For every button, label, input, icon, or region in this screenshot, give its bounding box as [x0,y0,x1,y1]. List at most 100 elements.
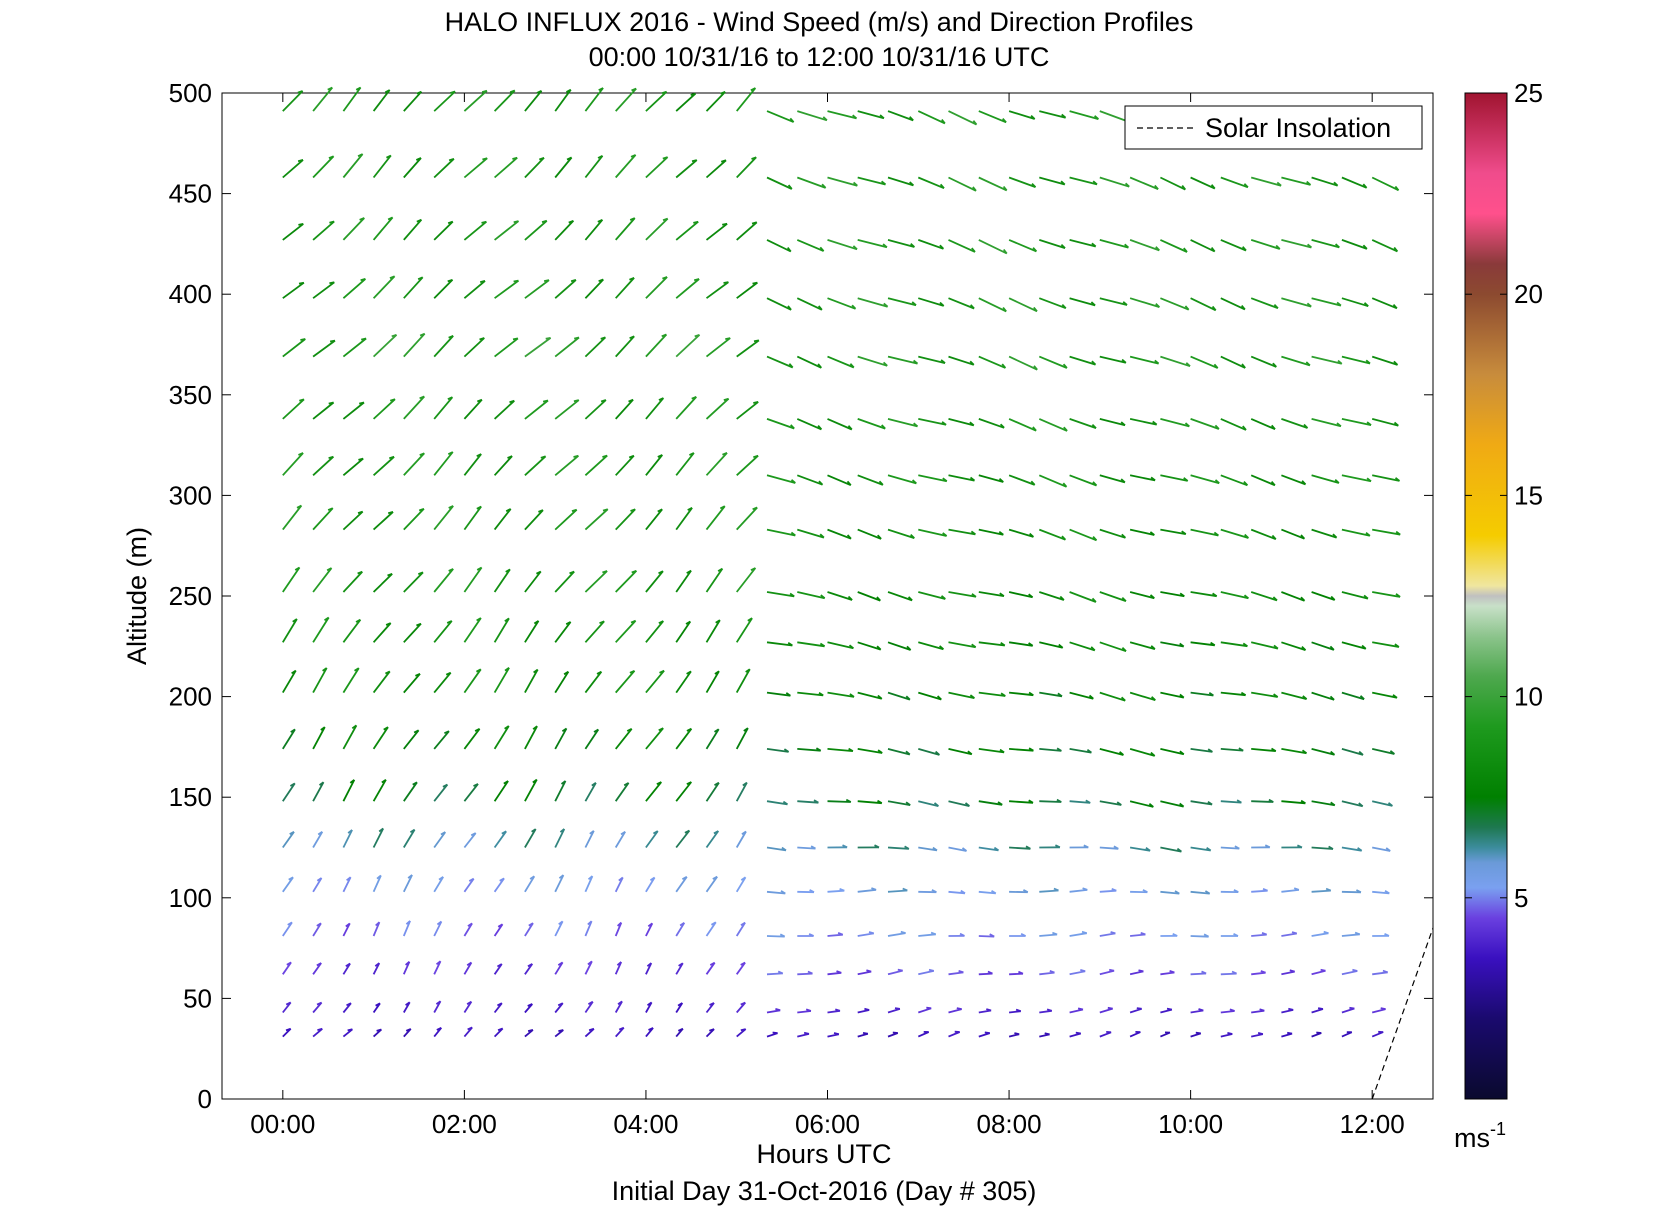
wind-arrow [372,398,396,420]
wind-arrow [978,528,1004,536]
wind-arrow [1008,297,1038,313]
wind-arrow [1160,748,1185,756]
wind-arrow [554,874,565,893]
wind-arrow [705,159,727,179]
wind-arrow [918,931,937,937]
wind-arrow [433,783,449,802]
wind-arrow [615,619,637,643]
wind-arrow [1251,1008,1265,1014]
wind-arrow [675,829,691,849]
wind-arrow [1341,800,1364,808]
wind-arrow [766,176,793,190]
wind-arrow [584,508,609,531]
wind-arrow [887,691,911,701]
wind-arrow [1099,887,1117,893]
wind-arrow [403,157,422,179]
wind-arrow [584,960,593,975]
wind-arrow [494,156,518,179]
wind-arrow [918,889,937,894]
wind-arrow [433,730,450,750]
wind-arrow [372,89,391,112]
wind-arrow [1099,1031,1112,1038]
wind-arrow [1099,297,1128,306]
wind-arrow [1160,1031,1171,1038]
wind-arrow [1220,239,1247,252]
wind-arrow [1160,846,1182,853]
wind-arrow [1311,968,1326,976]
chart-subtitle: 00:00 10/31/16 to 12:00 10/31/16 UTC [589,42,1050,72]
wind-arrow [584,399,607,420]
wind-arrow [887,355,919,365]
wind-arrow [524,778,538,802]
wind-arrow [827,297,857,310]
colorbar-tick-label: 10 [1514,682,1543,712]
wind-arrow [645,727,664,750]
wind-arrow [1039,176,1066,186]
wind-arrow [433,876,444,893]
wind-arrow [735,830,747,848]
wind-arrow [978,691,1006,697]
wind-arrow [766,748,790,753]
y-tick-label: 150 [169,782,212,812]
wind-arrow [1372,969,1388,976]
wind-arrow [948,355,975,366]
wind-arrow [675,396,697,420]
wind-arrow [312,339,336,358]
wind-arrow [796,355,822,369]
wind-arrow [1190,890,1211,895]
wind-arrow [1372,691,1398,699]
wind-arrow [1220,970,1237,976]
wind-arrow [1190,176,1216,190]
wind-arrow [857,176,887,186]
wind-arrow [584,670,603,694]
wind-arrow [403,507,425,531]
wind-arrow [615,335,635,358]
wind-arrow [1220,355,1246,369]
wind-arrow [1099,176,1130,188]
wind-arrow [948,418,975,427]
wind-arrow [342,457,364,476]
wind-arrow [584,875,594,893]
wind-arrow [978,1008,992,1014]
wind-arrow [1009,1008,1022,1014]
wind-arrow [857,799,883,805]
wind-arrow [705,452,728,476]
wind-arrow [918,474,948,483]
wind-arrow [1129,641,1156,650]
wind-arrow [1281,528,1306,540]
wind-arrow [524,89,543,112]
wind-arrow [978,933,995,938]
wind-arrow [493,508,512,531]
wind-arrow [887,800,911,806]
wind-arrow [857,528,882,540]
wind-arrow [433,335,454,358]
x-tick-label: 10:00 [1158,1109,1223,1139]
wind-arrow [1220,747,1244,752]
wind-arrow [1039,641,1064,649]
wind-arrow [1220,889,1239,893]
wind-arrow [948,748,973,756]
wind-arrow [615,508,636,531]
wind-arrow [554,336,580,358]
x-axis: 00:00 02:00 04:00 06:00 08:00 10:00 12:00 [250,93,1405,1139]
wind-arrow [372,962,381,975]
wind-arrow [1069,418,1097,429]
wind-arrow [736,401,759,420]
wind-arrow [1190,297,1217,312]
wind-arrow [1160,474,1189,482]
wind-arrow [1039,1008,1053,1014]
wind-arrow [463,505,482,531]
wind-arrow [312,401,335,420]
wind-arrow [675,727,693,750]
wind-arrow [887,176,915,187]
wind-arrow [372,622,392,643]
wind-arrow [493,568,511,593]
wind-arrow [1069,1007,1084,1014]
wind-arrow [827,1032,840,1038]
wind-arrow [1099,800,1122,806]
wind-arrow [645,156,669,179]
wind-arrow [554,508,578,531]
wind-arrow [584,218,604,241]
wind-arrow [372,216,394,241]
wind-arrow [705,505,726,531]
